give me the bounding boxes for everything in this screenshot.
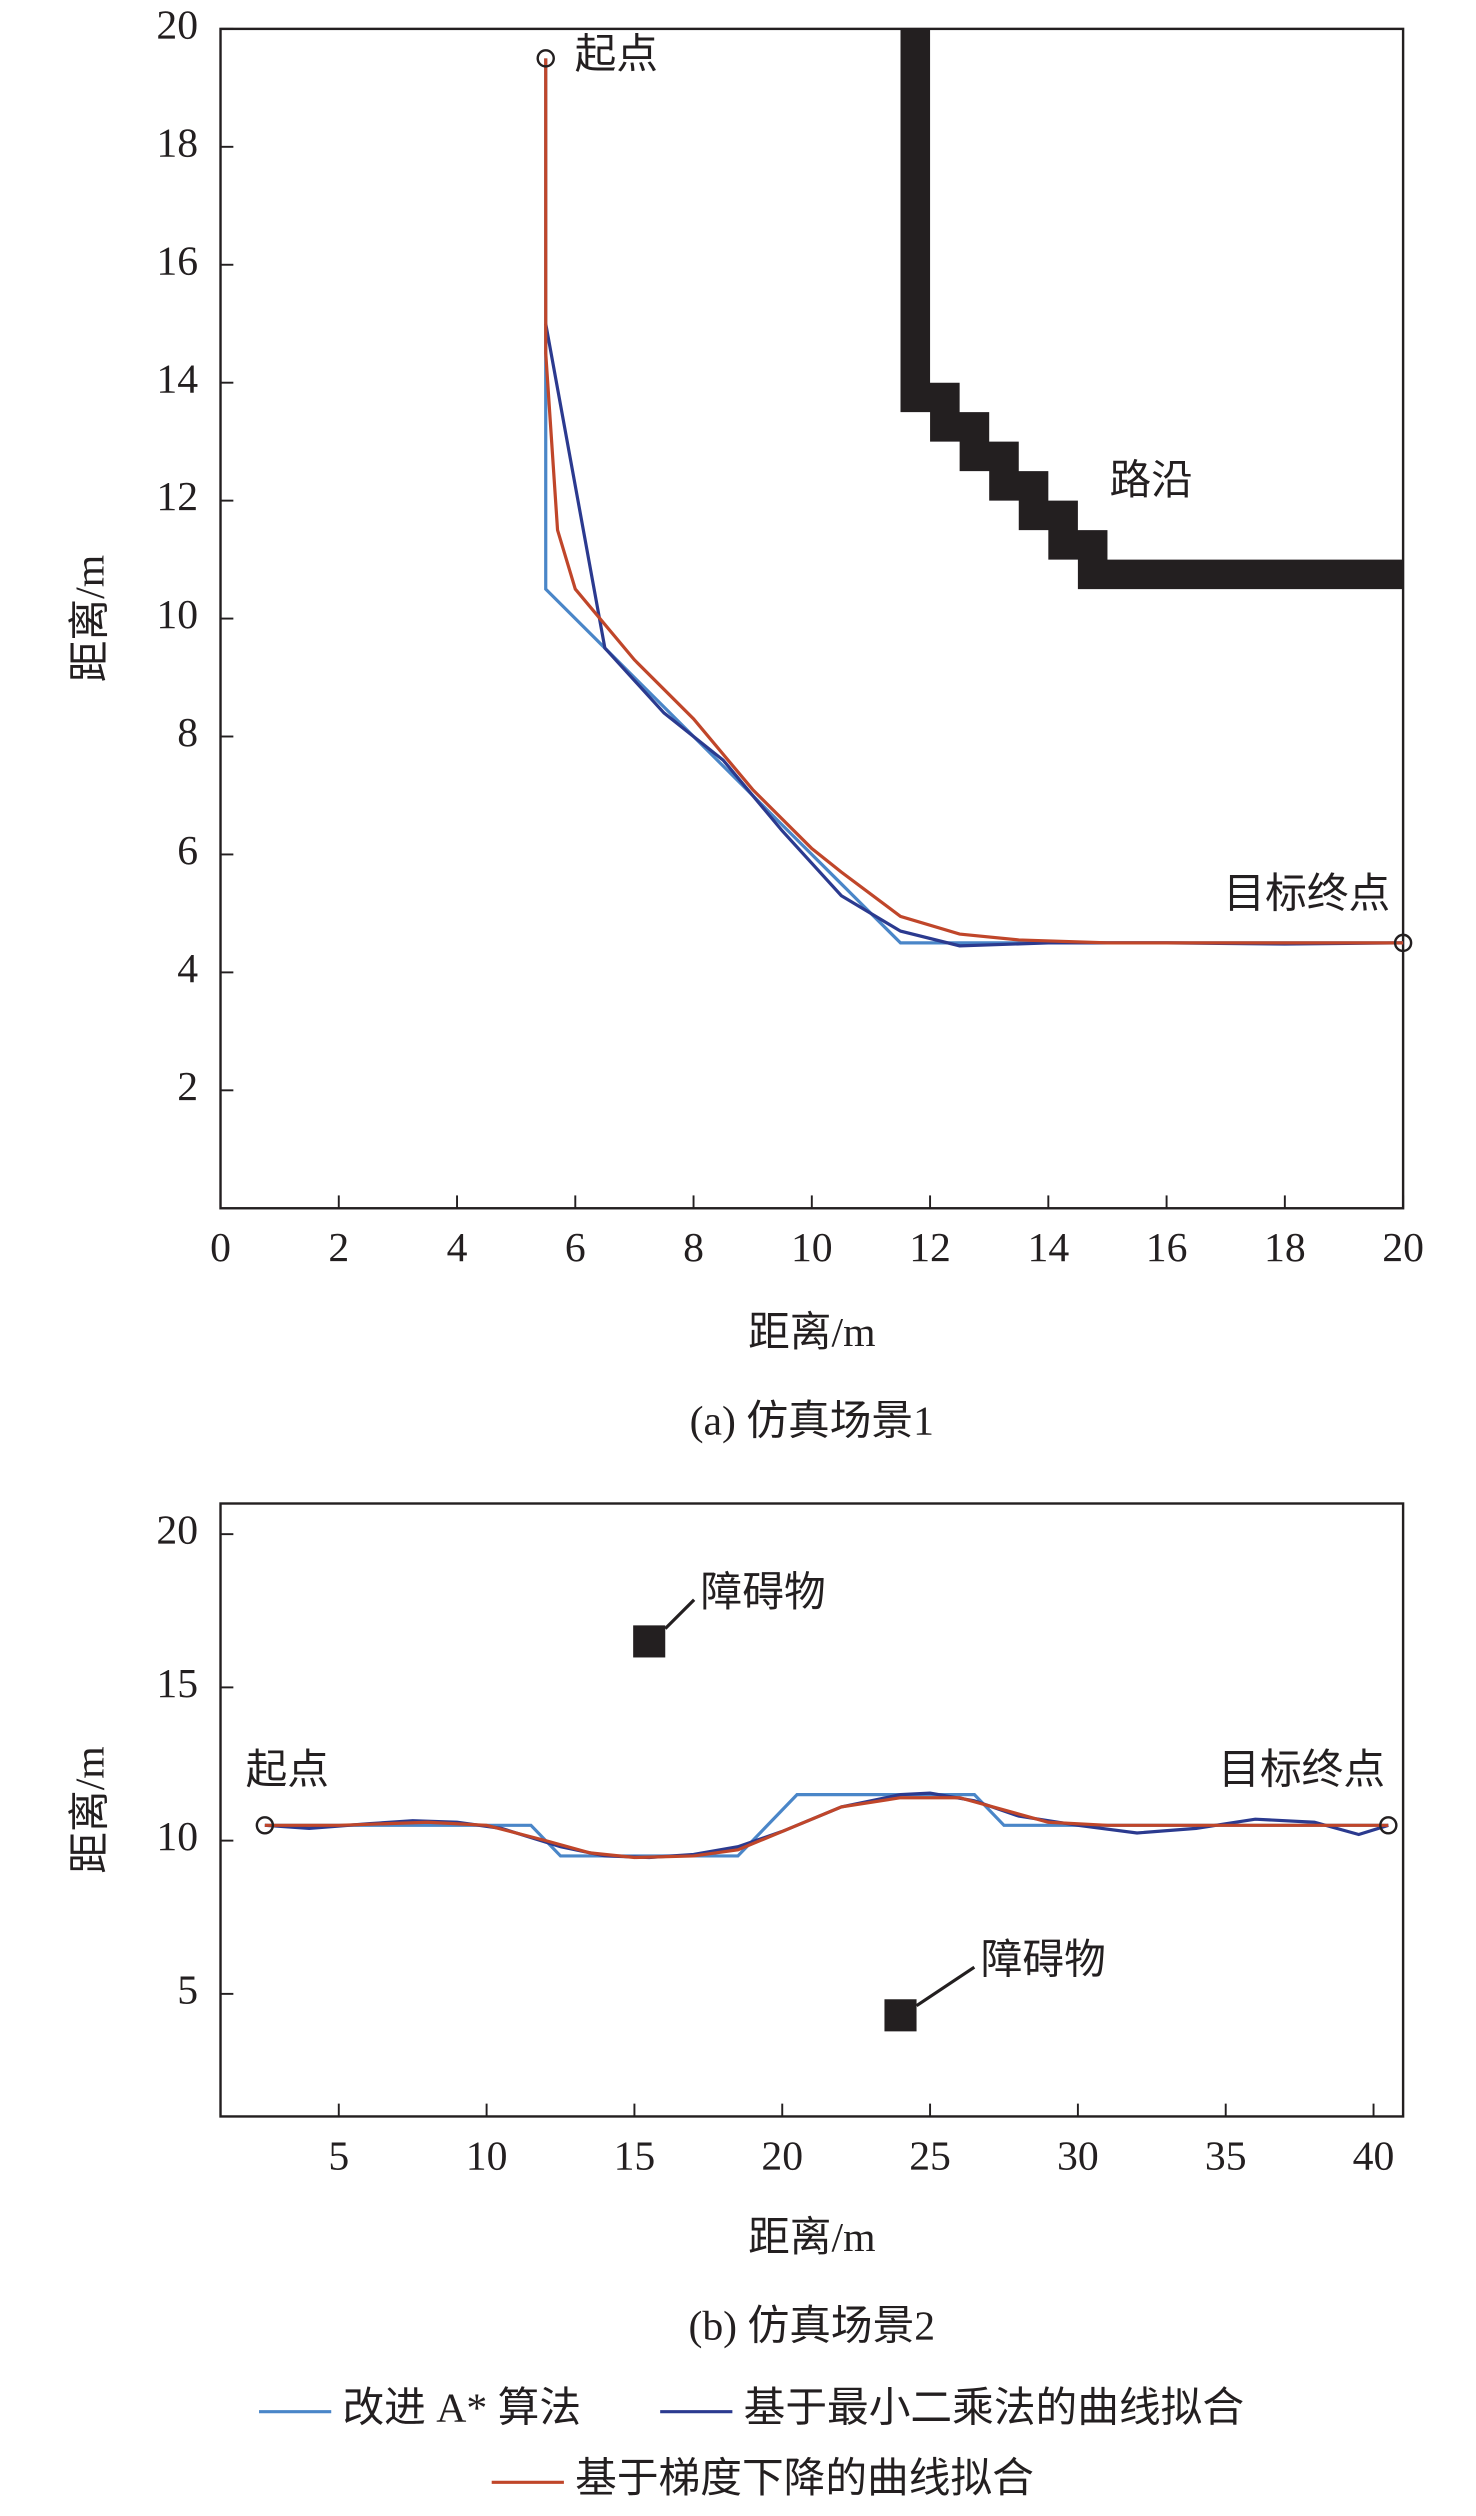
plot-frame — [219, 1502, 1405, 2118]
plot-frame — [219, 27, 1405, 1210]
x-tick-label: 5 — [328, 2133, 349, 2179]
goal-marker — [1393, 933, 1413, 953]
leader-line — [915, 1965, 976, 2008]
x-axis-label: 距离/m — [748, 2214, 875, 2261]
x-tick-label: 8 — [683, 1225, 704, 1271]
y-tick-label: 18 — [156, 120, 198, 166]
start-marker — [255, 1816, 275, 1835]
x-tick-label: 10 — [466, 2133, 508, 2179]
x-axis-label: 距离/m — [748, 1309, 875, 1356]
y-tick-label: 20 — [156, 1508, 198, 1554]
obstacle-label: 障碍物 — [981, 1938, 1106, 1984]
y-tick-label: 16 — [156, 238, 198, 284]
x-tick-label: 35 — [1205, 2133, 1247, 2179]
start-label: 起点 — [575, 32, 658, 78]
path-line — [544, 58, 1404, 945]
x-tick-label: 0 — [210, 1225, 231, 1271]
x-tick-label: 15 — [614, 2133, 656, 2179]
curb-label: 路沿 — [1109, 458, 1192, 504]
start-marker — [536, 49, 555, 68]
start-label: 起点 — [246, 1748, 329, 1794]
goal-label: 目标终点 — [1223, 872, 1390, 918]
obstacle — [884, 1999, 917, 2032]
y-axis-label: 距离/m — [66, 555, 113, 682]
y-tick-label: 4 — [177, 946, 198, 992]
obstacle-label: 障碍物 — [701, 1570, 826, 1616]
y-tick-label: 8 — [177, 710, 198, 756]
obstacle — [633, 1625, 666, 1658]
x-tick-label: 2 — [328, 1225, 349, 1271]
goal-marker — [1379, 1816, 1398, 1835]
y-axis-label: 距离/m — [66, 1746, 113, 1873]
x-tick-label: 20 — [1382, 1225, 1424, 1271]
x-tick-label: 12 — [909, 1225, 951, 1271]
y-tick-label: 10 — [156, 1814, 198, 1860]
x-tick-label: 10 — [791, 1225, 833, 1271]
y-tick-label: 2 — [177, 1064, 198, 1110]
y-tick-label: 14 — [156, 356, 198, 402]
x-tick-label: 30 — [1057, 2133, 1099, 2179]
path-line — [264, 1796, 1389, 1860]
x-tick-label: 14 — [1027, 1225, 1069, 1271]
legend-label: 基于最小二乘法的曲线拟合 — [744, 2385, 1244, 2431]
leader-line — [664, 1598, 696, 1630]
y-tick-label: 5 — [177, 1967, 198, 2013]
caption: (a) 仿真场景1 — [690, 1398, 934, 1444]
x-tick-label: 16 — [1146, 1225, 1188, 1271]
x-tick-label: 4 — [447, 1225, 468, 1271]
caption: (b) 仿真场景2 — [688, 2303, 935, 2349]
x-tick-label: 20 — [761, 2133, 803, 2179]
path-line — [544, 58, 1404, 945]
y-tick-label: 12 — [156, 474, 198, 520]
legend-label: 基于梯度下降的曲线拟合 — [575, 2456, 1034, 2502]
x-tick-label: 18 — [1264, 1225, 1306, 1271]
x-tick-label: 6 — [565, 1225, 586, 1271]
curb — [900, 28, 1404, 590]
goal-label: 目标终点 — [1218, 1748, 1385, 1794]
x-tick-label: 40 — [1353, 2133, 1395, 2179]
y-tick-label: 10 — [156, 592, 198, 638]
y-tick-label: 20 — [156, 2, 198, 48]
y-tick-label: 6 — [177, 828, 198, 874]
legend-label: 改进 A* 算法 — [342, 2385, 581, 2431]
path-line — [264, 1793, 1389, 1858]
x-tick-label: 25 — [909, 2133, 951, 2179]
y-tick-label: 15 — [156, 1661, 198, 1707]
